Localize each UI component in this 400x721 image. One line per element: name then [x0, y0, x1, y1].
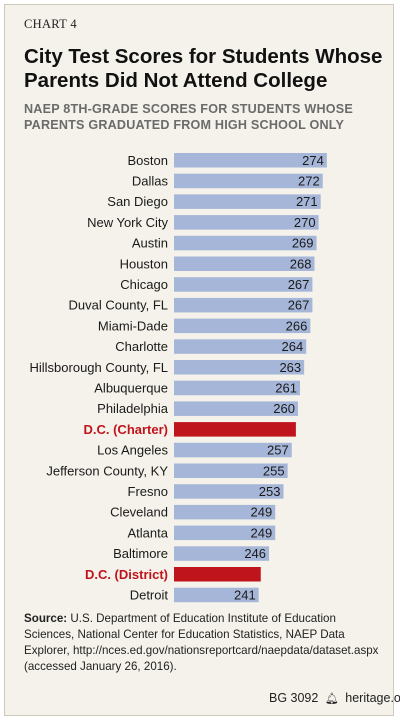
bar-charlotte	[174, 339, 307, 354]
category-label: New York City	[87, 215, 168, 230]
value-label: 267	[288, 298, 310, 313]
bar-chart: Boston 274 Dallas 272 San Diego 271 New York C…	[30, 153, 327, 603]
value-label: 271	[296, 194, 318, 209]
bar-cleveland	[174, 504, 276, 520]
bar-atlanta	[174, 525, 276, 541]
site-name: heritage.org	[345, 691, 400, 705]
chart-number-label: CHART 4	[24, 17, 77, 31]
source-note: Source: U.S. Department of Education Ins…	[24, 611, 384, 675]
value-label: 260	[273, 401, 295, 416]
bar-los-angeles	[174, 442, 292, 458]
value-label: 268	[290, 256, 312, 271]
bar-d-c-charter	[174, 422, 296, 437]
bar-miami-dade	[174, 318, 311, 334]
category-label: San Diego	[107, 194, 168, 209]
bar-dallas	[174, 173, 323, 189]
category-label: Jefferson County, KY	[46, 463, 168, 478]
source-text: U.S. Department of Education Institute o…	[24, 612, 379, 673]
category-label: Cleveland	[110, 505, 168, 520]
value-label: 246	[244, 546, 266, 561]
category-label: Boston	[128, 153, 168, 168]
value-label: 241	[234, 587, 256, 602]
bar-philadelphia	[174, 401, 298, 416]
value-label: 253	[259, 484, 281, 499]
value-label: 249	[251, 505, 273, 520]
bar-hillsborough-county-fl	[174, 360, 305, 375]
category-label: Miami-Dade	[98, 318, 168, 333]
category-label: Los Angeles	[97, 443, 168, 458]
category-label: D.C. (District)	[85, 567, 168, 582]
category-label: Dallas	[132, 173, 169, 188]
bar-detroit	[174, 587, 259, 603]
category-label: D.C. (Charter)	[83, 422, 168, 437]
bar-d-c-district	[174, 567, 261, 582]
value-label: 259	[271, 422, 293, 437]
category-label: Austin	[132, 236, 168, 251]
category-label: Detroit	[130, 587, 169, 602]
bar-jefferson-county-ky	[174, 463, 288, 478]
value-label: 274	[302, 153, 324, 168]
category-label: Houston	[120, 256, 168, 271]
value-label: 257	[267, 443, 289, 458]
value-label: 267	[288, 277, 310, 292]
bar-new-york-city	[174, 215, 319, 230]
bar-boston	[174, 153, 327, 168]
category-label: Charlotte	[115, 339, 168, 354]
report-code: BG 3092	[269, 691, 319, 705]
value-label: 255	[263, 463, 285, 478]
category-label: Chicago	[120, 277, 168, 292]
source-label: Source:	[24, 612, 68, 625]
value-label: 249	[251, 525, 273, 540]
value-label: 261	[275, 380, 297, 395]
category-label: Philadelphia	[97, 401, 169, 416]
category-label: Hillsborough County, FL	[30, 360, 169, 375]
bar-duval-county-fl	[174, 297, 313, 313]
bar-houston	[174, 256, 315, 271]
value-label: 269	[292, 236, 314, 251]
bar-chicago	[174, 277, 313, 292]
value-label: 266	[286, 318, 308, 333]
chart-card: CHART 4 City Test Scores for Students Wh…	[4, 4, 400, 716]
category-label: Albuquerque	[94, 380, 168, 395]
bar-austin	[174, 235, 317, 251]
category-label: Atlanta	[128, 525, 169, 540]
bar-fresno	[174, 484, 284, 499]
value-label: 264	[282, 339, 304, 354]
bar-baltimore	[174, 546, 270, 561]
value-label: 263	[279, 360, 301, 375]
bar-san-diego	[174, 194, 321, 209]
value-label: 270	[294, 215, 316, 230]
footer: BG 3092 🔔︎ heritage.org	[269, 691, 400, 705]
category-label: Baltimore	[113, 546, 168, 561]
chart-title: City Test Scores for Students Whose Pare…	[24, 45, 383, 92]
category-label: Fresno	[128, 484, 168, 499]
value-label: 272	[298, 173, 320, 188]
bar-albuquerque	[174, 380, 301, 396]
chart-subtitle: NAEP 8TH-GRADE SCORES FOR STUDENTS WHOSE…	[24, 102, 353, 132]
category-label: Duval County, FL	[69, 298, 168, 313]
liberty-bell-icon: 🔔︎	[324, 693, 339, 705]
value-label: 242	[236, 567, 258, 582]
